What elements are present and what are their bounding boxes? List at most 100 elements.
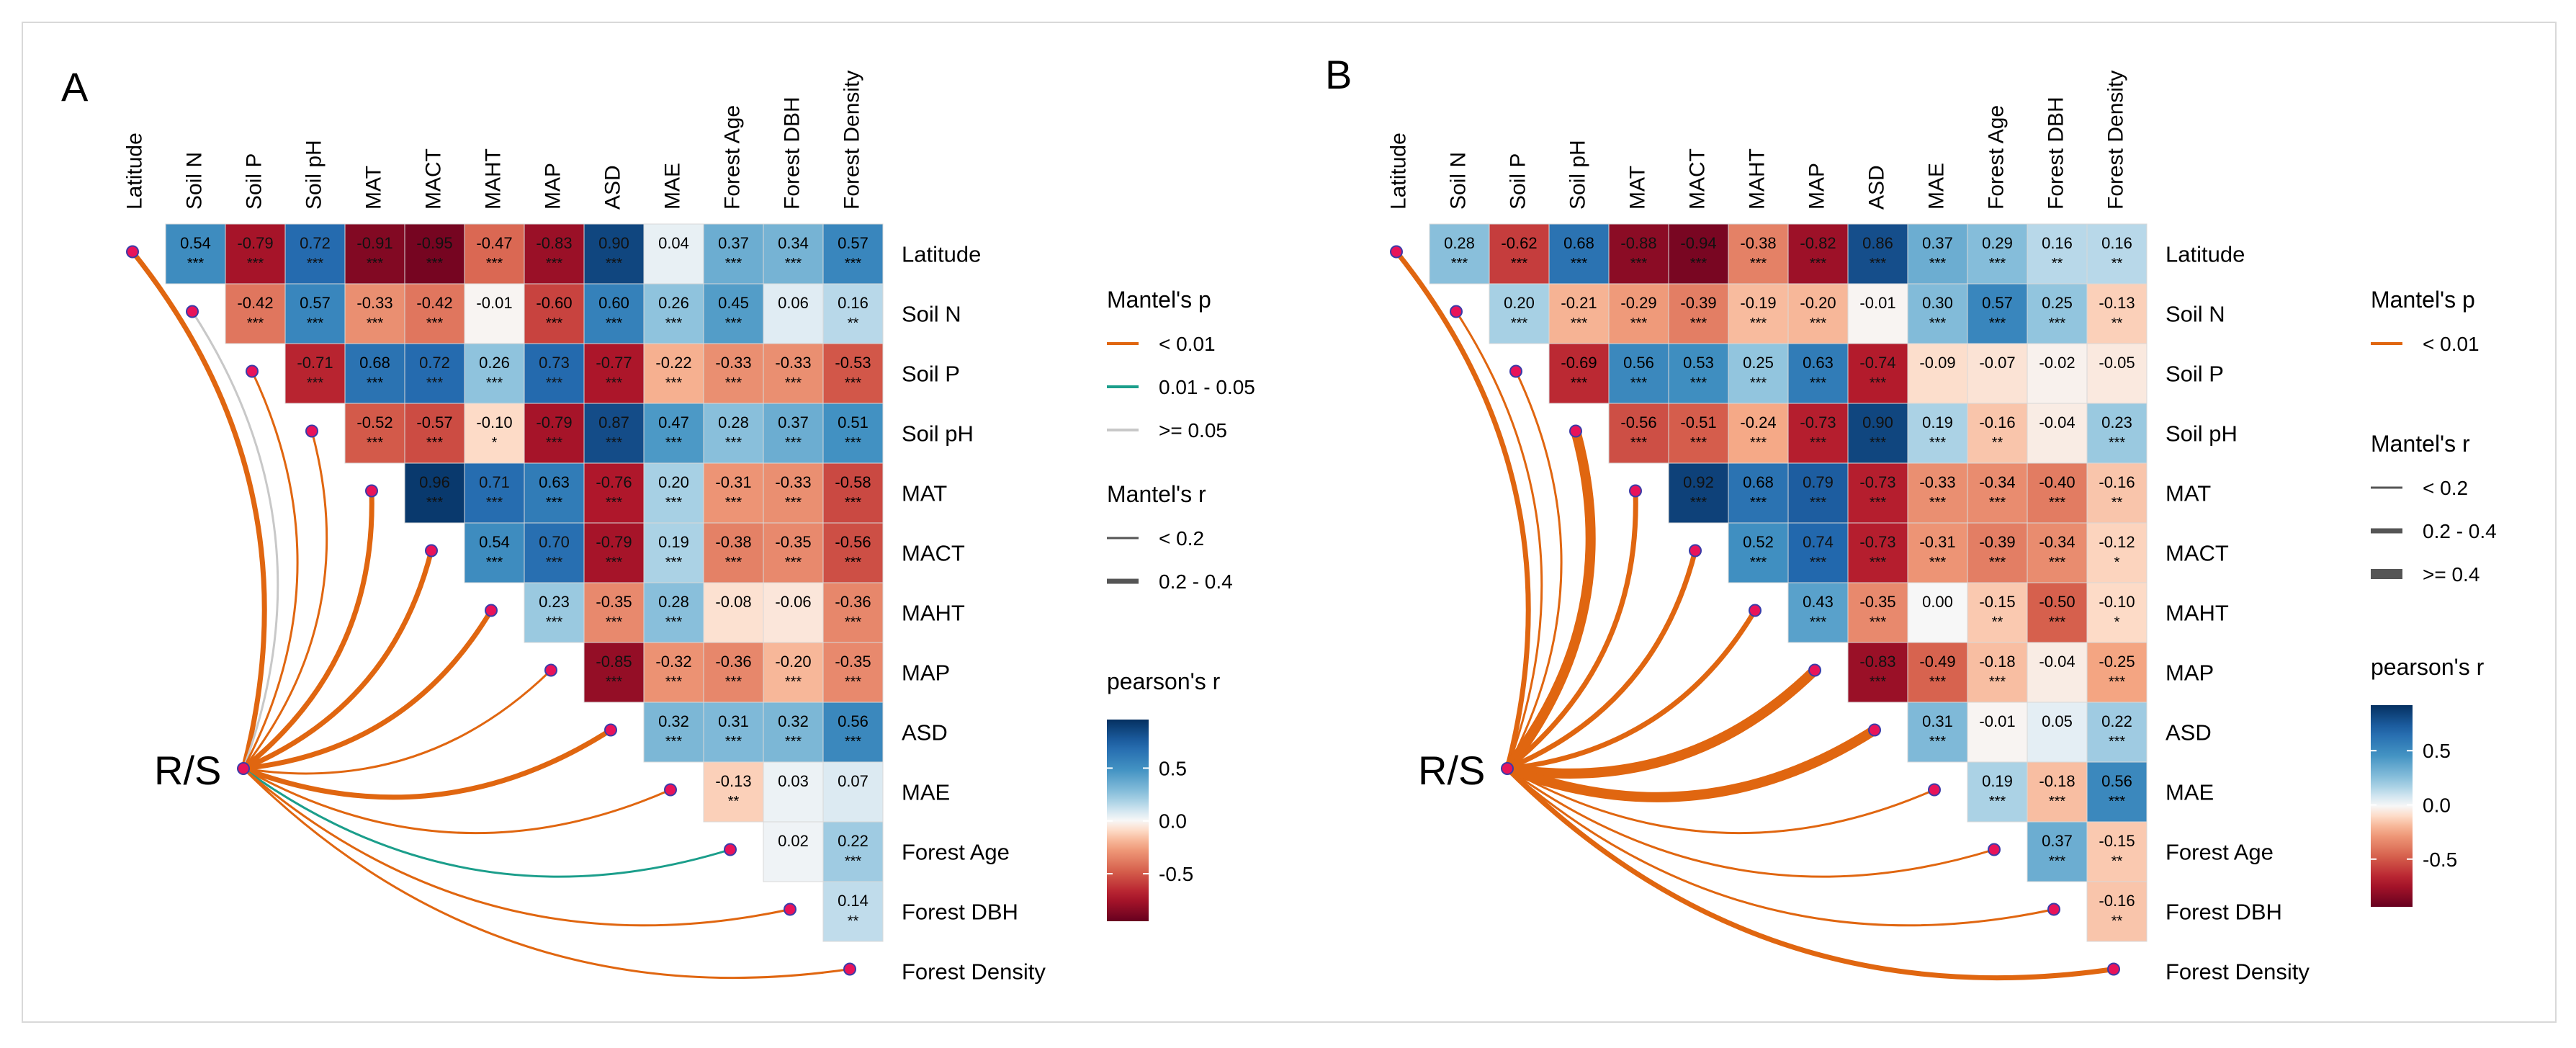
variable-node: [305, 424, 318, 438]
cell-value: 0.56: [838, 712, 869, 730]
cell-value: 0.05: [2042, 712, 2073, 730]
heatmap-cell: [583, 522, 645, 583]
cell-value: -0.04: [2039, 653, 2075, 671]
cell-value: 0.02: [778, 832, 809, 850]
cell-value: 0.43: [1803, 593, 1834, 611]
mantel-link: [1506, 767, 2055, 927]
heatmap-cell: [225, 283, 286, 344]
cell-significance: ***: [785, 495, 802, 511]
cell-value: 0.20: [658, 473, 689, 491]
cell-significance: ***: [2049, 854, 2066, 869]
heatmap-cell: [822, 403, 884, 464]
legend-item-mantel-p: 0.01 - 0.05: [1159, 376, 1255, 398]
cell-significance: ***: [845, 435, 862, 451]
mantel-link: [1455, 310, 1543, 770]
cell-value: 0.34: [778, 234, 809, 252]
cell-significance: ***: [845, 256, 862, 272]
cell-value: -0.04: [2039, 413, 2075, 431]
cell-value: 0.90: [598, 234, 629, 252]
column-label: MAP: [1805, 163, 1829, 210]
response-node: [237, 762, 250, 775]
cell-significance: ***: [665, 734, 683, 750]
cell-value: -0.83: [536, 234, 572, 252]
column-label: Soil pH: [302, 140, 326, 210]
cell-value: -0.25: [2099, 653, 2135, 671]
row-label: MAE: [902, 780, 950, 805]
cell-value: -0.42: [237, 294, 273, 312]
heatmap-cell: [1967, 702, 2028, 763]
cell-significance: ***: [1810, 435, 1827, 451]
heatmap-cell: [284, 283, 346, 344]
heatmap-cell: [763, 522, 824, 583]
column-label: MACT: [1686, 148, 1710, 210]
cell-significance: ***: [546, 614, 563, 630]
heatmap-cell: [284, 223, 346, 285]
panel-letter-A: A: [61, 64, 89, 109]
heatmap-cell: [165, 223, 226, 285]
cell-value: -0.73: [1859, 473, 1895, 491]
cell-significance: ***: [187, 256, 205, 272]
cell-significance: ***: [1870, 375, 1887, 391]
heatmap-cell: [703, 403, 764, 464]
cell-significance: ***: [1929, 555, 1947, 570]
heatmap-cell: [822, 582, 884, 643]
row-label: Latitude: [902, 242, 981, 267]
mantel-link: [242, 767, 791, 927]
cell-significance: ***: [785, 256, 802, 272]
cell-significance: **: [1992, 435, 2003, 451]
cell-value: 0.52: [1743, 533, 1774, 551]
heatmap-cell: [2027, 223, 2088, 285]
column-label: Soil pH: [1566, 140, 1590, 210]
cell-significance: ***: [1929, 734, 1947, 750]
cell-value: 0.16: [2042, 234, 2073, 252]
heatmap-cell: [284, 343, 346, 404]
heatmap-cell: [1608, 343, 1669, 404]
cell-value: -0.06: [775, 593, 811, 611]
cell-significance: ***: [606, 495, 623, 511]
heatmap-cell: [583, 223, 645, 285]
cell-value: 0.56: [1623, 354, 1654, 372]
cell-significance: ***: [486, 555, 503, 570]
variable-node: [1749, 604, 1762, 617]
response-node: [1501, 762, 1514, 775]
heatmap-cell: [643, 403, 704, 464]
cell-value: 0.96: [419, 473, 450, 491]
variable-node: [784, 903, 796, 916]
cell-value: -0.73: [1859, 533, 1895, 551]
heatmap-cell: [464, 283, 525, 344]
cell-significance: ***: [1690, 256, 1707, 272]
cell-significance: ***: [665, 315, 683, 331]
heatmap-cell: [703, 761, 764, 823]
heatmap-cell: [524, 582, 585, 643]
cell-value: -0.35: [596, 593, 632, 611]
heatmap-cell: [524, 462, 585, 524]
heatmap-cell: [1668, 462, 1729, 524]
heatmap-cell: [583, 642, 645, 703]
heatmap-cell: [1608, 403, 1669, 464]
heatmap-cell: [643, 343, 704, 404]
row-label: ASD: [902, 720, 948, 745]
heatmap-cell: [2027, 582, 2088, 643]
column-label: Latitude: [1387, 133, 1411, 210]
row-label: ASD: [2166, 720, 2212, 745]
cell-value: 0.28: [658, 593, 689, 611]
heatmap-cell: [763, 821, 824, 882]
cell-significance: ***: [1870, 256, 1887, 272]
cell-value: 0.26: [479, 354, 510, 372]
cell-value: 0.04: [658, 234, 689, 252]
heatmap-cell: [2027, 462, 2088, 524]
heatmap-cell: [583, 343, 645, 404]
cell-value: 0.68: [1563, 234, 1594, 252]
mantel-link: [242, 767, 732, 878]
mantel-link: [242, 767, 851, 980]
cell-significance: **: [848, 913, 859, 929]
cell-value: -0.36: [715, 653, 751, 671]
cell-value: -0.33: [775, 354, 811, 372]
cell-value: -0.35: [1859, 593, 1895, 611]
heatmap-cell: [822, 881, 884, 942]
heatmap-cell: [1967, 582, 2028, 643]
cell-significance: ***: [1750, 435, 1767, 451]
heatmap-cell: [1847, 223, 1908, 285]
cell-value: -0.16: [2099, 892, 2135, 910]
mantel-link: [1504, 488, 1638, 771]
